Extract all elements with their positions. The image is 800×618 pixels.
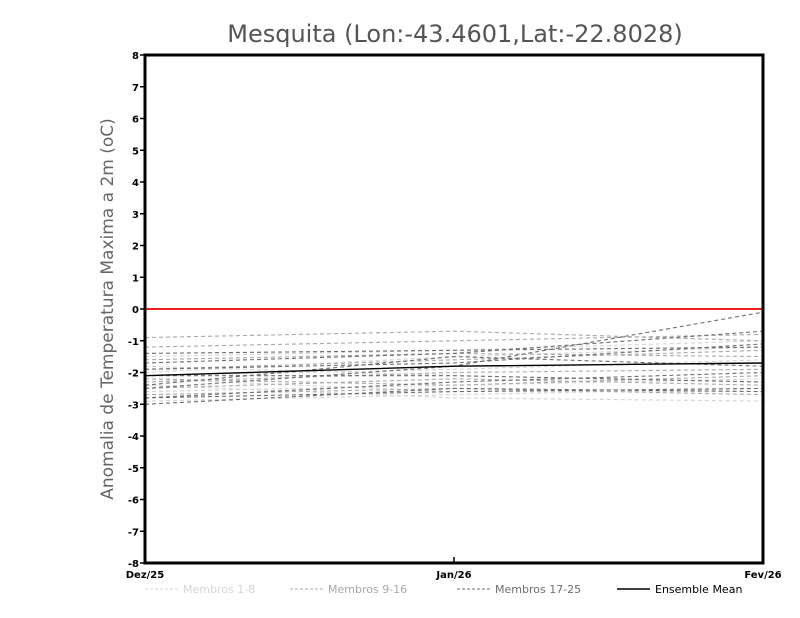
y-tick-label: 5 (132, 146, 139, 157)
y-axis: 8 7 6 5 4 3 2 1 0 -1 -2 -3 -4 -5 -6 -7 -8 (128, 51, 145, 570)
member-series-line (144, 349, 764, 370)
y-tick-label: 1 (132, 273, 139, 284)
y-tick-label: -4 (128, 432, 139, 443)
member-series-line (144, 387, 764, 405)
member-series-line (144, 359, 764, 377)
member-series-line (144, 387, 764, 399)
legend-label: Membros 9-16 (328, 583, 407, 596)
chart-title: Mesquita (Lon:-43.4601,Lat:-22.8028) (227, 20, 683, 48)
member-series-line (144, 371, 764, 399)
member-series-line (144, 387, 764, 402)
y-tick-label: -6 (128, 496, 139, 507)
ensemble-mean-line (144, 362, 764, 377)
y-axis-label: Anomalia de Temperatura Maxima a 2m (oC) (98, 118, 118, 500)
member-series-line (144, 368, 764, 383)
y-tick-label: 0 (132, 305, 139, 316)
legend-label: Ensemble Mean (655, 583, 742, 596)
member-series-line (144, 356, 764, 386)
legend: Membros 1-8 Membros 9-16 Membros 17-25 Ense… (145, 583, 742, 596)
y-tick-label: -7 (128, 527, 139, 538)
y-tick-label: 7 (132, 83, 139, 94)
y-tick-label: 2 (132, 242, 139, 253)
y-tick-label: -2 (128, 369, 139, 380)
member-series-line (144, 343, 764, 370)
y-tick-label: -1 (128, 337, 139, 348)
member-series-line (145, 375, 764, 383)
member-series-line (144, 375, 764, 386)
member-series-line (144, 333, 764, 348)
y-tick-label: 4 (132, 178, 139, 189)
member-series-line (144, 340, 764, 358)
member-series-line (144, 346, 764, 354)
y-tick-label: -5 (128, 464, 139, 475)
member-series-line (144, 330, 764, 342)
series-layer (144, 311, 764, 405)
x-tick-label: Fev/26 (744, 570, 781, 581)
y-tick-label: -3 (128, 400, 139, 411)
legend-label: Membros 17-25 (495, 583, 581, 596)
y-tick-label: 8 (132, 51, 139, 62)
x-axis: Dez/25 Jan/26 Fev/26 (126, 557, 782, 581)
y-tick-label: -8 (128, 559, 139, 570)
member-series-line (144, 384, 764, 402)
y-tick-label: 3 (132, 210, 139, 221)
member-series-line (144, 330, 764, 364)
x-tick-label: Dez/25 (126, 570, 165, 581)
y-tick-label: 6 (132, 115, 139, 126)
member-series-line (144, 378, 764, 389)
x-tick-label: Jan/26 (435, 570, 471, 581)
legend-label: Membros 1-8 (183, 583, 255, 596)
